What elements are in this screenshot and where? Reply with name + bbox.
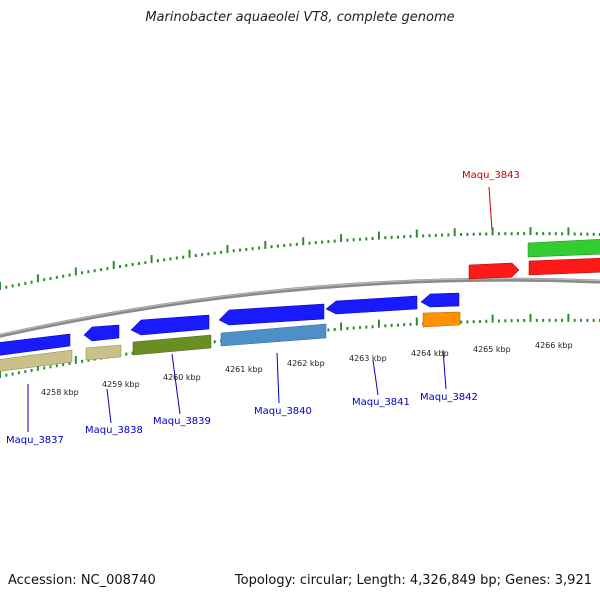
gene-maqu-3842-cds[interactable] — [420, 292, 460, 308]
gene-maqu-3837-feature[interactable] — [0, 349, 73, 372]
scale-label: 4265 kbp — [473, 345, 511, 354]
cds-track-reverse — [0, 292, 460, 356]
scale-label: 4263 kbp — [349, 354, 387, 363]
gene-maqu-3838-cds[interactable] — [83, 324, 120, 342]
gene-maqu-3840-feature[interactable] — [220, 323, 327, 347]
gene-maqu-3843-cds[interactable] — [468, 262, 520, 280]
scale-label: 4264 kbp — [411, 349, 449, 358]
green-cds-right[interactable] — [527, 239, 600, 258]
outer-tick-row — [0, 227, 600, 290]
feature-track — [0, 239, 600, 372]
gene-label-maqu-3841[interactable]: Maqu_3841 — [352, 397, 410, 408]
scale-label: 4266 kbp — [535, 341, 573, 350]
gene-maqu-3839-feature[interactable] — [132, 334, 212, 356]
scale-label: 4260 kbp — [163, 373, 201, 382]
gene-label-maqu-3843[interactable]: Maqu_3843 — [462, 170, 520, 181]
gene-labels: Maqu_3837 Maqu_3838 Maqu_3839 Maqu_3840 … — [6, 170, 520, 446]
scale-label: 4261 kbp — [225, 365, 263, 374]
accession-text: Accession: NC_008740 — [8, 573, 156, 588]
scale-label: 4259 kbp — [102, 380, 140, 389]
leader-lines — [27, 186, 493, 432]
scale-label: 4262 kbp — [287, 359, 325, 368]
genome-summary-text: Topology: circular; Length: 4,326,849 bp… — [234, 573, 592, 588]
gene-label-maqu-3840[interactable]: Maqu_3840 — [254, 406, 312, 417]
gene-label-maqu-3839[interactable]: Maqu_3839 — [153, 416, 211, 427]
chromosome-backbone — [0, 277, 600, 338]
scale-label: 4258 kbp — [41, 388, 79, 397]
map-title: Marinobacter aquaeolei VT8, complete gen… — [145, 10, 455, 25]
gene-label-maqu-3838[interactable]: Maqu_3838 — [85, 425, 143, 436]
gene-label-maqu-3842[interactable]: Maqu_3842 — [420, 392, 478, 403]
gene-maqu-3838-feature[interactable] — [85, 344, 122, 361]
scale-labels: 4258 kbp 4259 kbp 4260 kbp 4261 kbp 4262… — [41, 341, 573, 397]
gene-maqu-3840-cds[interactable] — [218, 303, 325, 326]
gene-label-maqu-3837[interactable]: Maqu_3837 — [6, 435, 64, 446]
gene-maqu-3842-feature[interactable] — [422, 311, 461, 328]
gene-maqu-3837-cds[interactable] — [0, 333, 71, 356]
gene-maqu-3841-cds[interactable] — [325, 295, 418, 315]
gene-maqu-3839-cds[interactable] — [130, 314, 210, 336]
red-cds-right[interactable] — [528, 257, 600, 276]
